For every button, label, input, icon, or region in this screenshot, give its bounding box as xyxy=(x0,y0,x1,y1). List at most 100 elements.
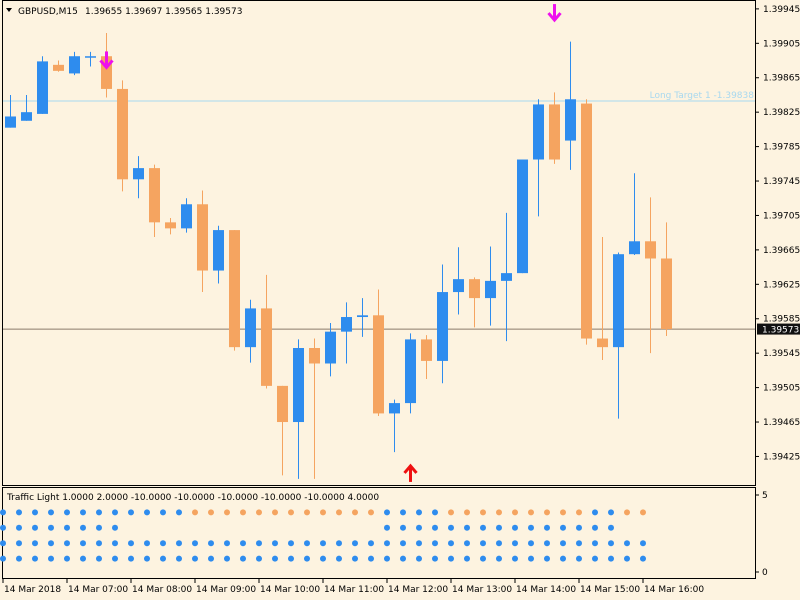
traffic-light-dot xyxy=(80,524,86,531)
chevron-down-icon[interactable] xyxy=(6,8,12,12)
traffic-light-dot xyxy=(176,540,182,547)
candle-body xyxy=(213,230,224,271)
traffic-light-dot xyxy=(400,524,406,531)
bear-candle xyxy=(421,335,432,379)
traffic-light-dot xyxy=(384,540,390,547)
traffic-light-dot xyxy=(384,509,390,516)
traffic-light-dot xyxy=(64,509,70,516)
traffic-light-dots xyxy=(0,509,646,562)
price-axis-label: 1.39545 xyxy=(763,349,800,359)
traffic-light-dot xyxy=(352,555,358,562)
traffic-light-dot xyxy=(304,555,310,562)
bear-candle xyxy=(277,385,288,476)
traffic-light-dot xyxy=(496,509,502,516)
candle-body xyxy=(645,241,656,259)
traffic-light-dot xyxy=(48,540,54,547)
traffic-light-dot xyxy=(96,524,102,531)
candle-body xyxy=(261,308,272,386)
traffic-light-dot xyxy=(112,555,118,562)
candle-body xyxy=(165,222,176,229)
time-axis-label: 14 Mar 2018 xyxy=(4,585,61,595)
traffic-light-dot xyxy=(224,509,230,516)
traffic-light-dot xyxy=(400,555,406,562)
bear-candle xyxy=(581,99,592,345)
candle-body xyxy=(405,339,416,404)
price-axis-label: 1.39905 xyxy=(763,39,800,49)
candle-body xyxy=(229,230,240,348)
bear-candle xyxy=(661,222,672,336)
bull-candle xyxy=(437,264,448,384)
bear-candle xyxy=(117,80,128,192)
traffic-light-dot xyxy=(32,509,38,516)
arrow-head xyxy=(99,59,114,70)
traffic-light-dot xyxy=(80,509,86,516)
traffic-light-dot xyxy=(176,555,182,562)
bull-candle xyxy=(533,99,544,217)
buy-arrow-icon xyxy=(403,463,418,482)
candles xyxy=(5,32,672,479)
traffic-light-dot xyxy=(544,540,550,547)
candle-body xyxy=(581,103,592,339)
candle-body xyxy=(661,258,672,330)
traffic-light-dot xyxy=(528,540,534,547)
candle-body xyxy=(629,241,640,255)
bull-candle xyxy=(181,198,192,233)
bear-candle xyxy=(197,190,208,293)
candle-body xyxy=(309,348,320,364)
traffic-light-dot xyxy=(224,555,230,562)
traffic-light-dot xyxy=(144,509,150,516)
time-axis-label: 14 Mar 08:00 xyxy=(132,585,192,595)
indicator-window-frame xyxy=(2,487,756,579)
traffic-light-dot xyxy=(416,555,422,562)
long-target-label: Long Target 1 -1.39838 xyxy=(650,91,755,101)
traffic-light-dot xyxy=(592,509,598,516)
candle-body xyxy=(277,385,288,423)
chart-symbol: GBPUSD,M15 xyxy=(18,7,78,17)
candle-body xyxy=(37,61,48,114)
bull-candle xyxy=(613,252,624,419)
candle-body xyxy=(597,338,608,348)
traffic-light-dot xyxy=(608,540,614,547)
traffic-light-dot xyxy=(592,524,598,531)
traffic-light-dot xyxy=(112,509,118,516)
price-axis: 1.39945 1.39905 1.39865 1.39825 1.39785 1.397… xyxy=(755,5,800,462)
traffic-light-dot xyxy=(192,509,198,516)
traffic-light-dot xyxy=(0,524,6,531)
traffic-light-dot xyxy=(320,509,326,516)
traffic-light-dot xyxy=(112,524,118,531)
traffic-light-dot xyxy=(576,524,582,531)
traffic-light-dot xyxy=(80,540,86,547)
traffic-light-dot xyxy=(496,524,502,531)
traffic-light-dot xyxy=(272,509,278,516)
bull-candle xyxy=(37,56,48,114)
traffic-light-dot xyxy=(64,540,70,547)
traffic-light-dot xyxy=(192,555,198,562)
bear-candle xyxy=(229,230,240,351)
traffic-light-dot xyxy=(624,555,630,562)
bull-candle xyxy=(389,399,400,453)
traffic-light-dot xyxy=(560,524,566,531)
traffic-light-dot xyxy=(400,509,406,516)
traffic-light-dot xyxy=(0,555,6,562)
price-axis-label: 1.39425 xyxy=(763,452,800,462)
traffic-light-dot xyxy=(304,509,310,516)
traffic-light-dot xyxy=(288,509,294,516)
traffic-light-dot xyxy=(16,555,22,562)
traffic-light-dot xyxy=(352,509,358,516)
time-axis-label: 14 Mar 15:00 xyxy=(580,585,640,595)
time-axis: 14 Mar 2018 14 Mar 07:00 14 Mar 08:00 14 Ma… xyxy=(2,579,704,595)
traffic-light-dot xyxy=(160,555,166,562)
price-axis-label: 1.39705 xyxy=(763,211,800,221)
price-axis-label: 1.39825 xyxy=(763,108,800,118)
traffic-light-dot xyxy=(592,555,598,562)
traffic-light-dot xyxy=(208,540,214,547)
traffic-light-dot xyxy=(288,540,294,547)
traffic-light-dot xyxy=(240,555,246,562)
candle-body xyxy=(533,104,544,160)
price-axis-label: 1.39745 xyxy=(763,177,800,187)
indicator-axis-label: 0 xyxy=(762,568,768,578)
traffic-light-dot xyxy=(336,555,342,562)
traffic-light-dot xyxy=(160,540,166,547)
traffic-light-dot xyxy=(128,555,134,562)
time-axis-label: 14 Mar 09:00 xyxy=(196,585,256,595)
